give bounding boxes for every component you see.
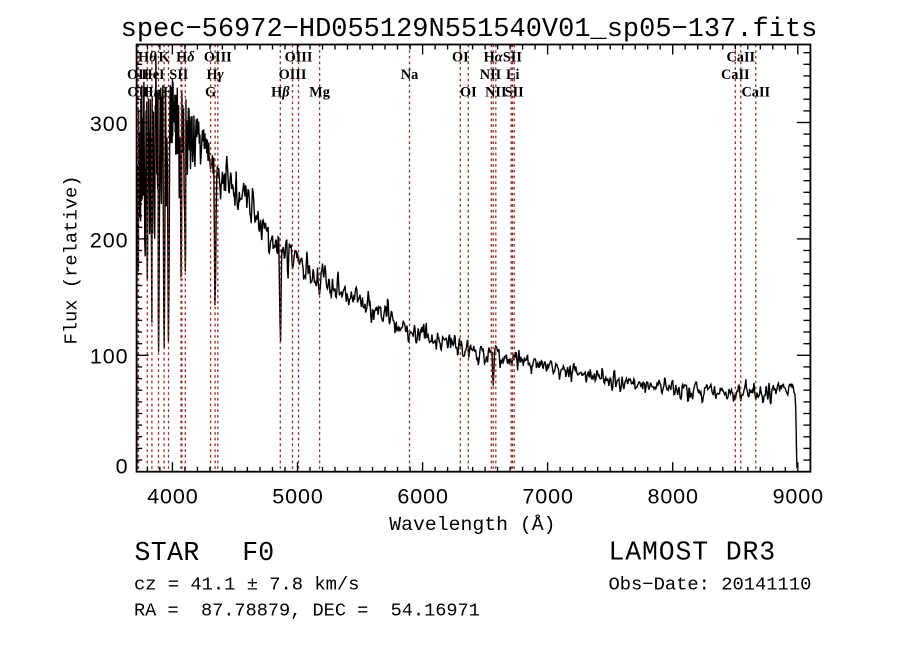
- svg-text:CaII: CaII: [741, 85, 770, 101]
- svg-text:NII: NII: [480, 67, 502, 83]
- svg-text:Hα: Hα: [484, 50, 504, 66]
- svg-text:RA = 87.78879, DEC = 54.1697: RA = 87.78879, DEC = 54.16971: [134, 601, 480, 622]
- svg-text:STAR: STAR: [135, 538, 200, 568]
- svg-text:Hβ: Hβ: [271, 85, 290, 101]
- svg-text:Hη: Hη: [142, 85, 161, 101]
- svg-text:4000: 4000: [147, 485, 198, 509]
- svg-text:Na: Na: [401, 67, 418, 83]
- svg-text:7000: 7000: [522, 485, 573, 509]
- svg-text:CaII: CaII: [721, 67, 750, 83]
- svg-text:K: K: [159, 50, 171, 66]
- svg-text:OI: OI: [460, 85, 477, 101]
- svg-text:OI: OI: [452, 50, 469, 66]
- svg-text:OII: OII: [127, 67, 150, 83]
- svg-text:HeI: HeI: [141, 67, 164, 83]
- svg-text:SII: SII: [169, 67, 189, 83]
- svg-text:300: 300: [90, 112, 129, 136]
- svg-text:5000: 5000: [272, 485, 323, 509]
- svg-text:spec−56972−HD055129N551540V01_: spec−56972−HD055129N551540V01_sp05−137.f…: [121, 15, 818, 45]
- svg-text:H: H: [163, 85, 174, 101]
- svg-text:Wavelength (Å): Wavelength (Å): [389, 514, 555, 536]
- svg-text:Hγ: Hγ: [207, 67, 224, 83]
- svg-text:OII: OII: [127, 85, 150, 101]
- svg-text:NII: NII: [485, 85, 507, 101]
- svg-text:CaII: CaII: [726, 50, 755, 66]
- svg-text:100: 100: [90, 345, 129, 369]
- svg-text:cz = 41.1 ± 7.8 km/s: cz = 41.1 ± 7.8 km/s: [134, 574, 359, 596]
- svg-text:8000: 8000: [647, 485, 698, 509]
- svg-text:SII: SII: [505, 85, 525, 101]
- svg-text:SII: SII: [503, 50, 523, 66]
- svg-text:Mg: Mg: [309, 85, 330, 101]
- svg-text:LAMOST DR3: LAMOST DR3: [609, 538, 777, 568]
- svg-text:9000: 9000: [773, 485, 824, 509]
- svg-text:OIII: OIII: [204, 50, 232, 66]
- svg-text:Flux (relative): Flux (relative): [61, 175, 83, 344]
- svg-text:OIII: OIII: [285, 50, 313, 66]
- svg-text:Obs−Date: 20141110: Obs−Date: 20141110: [609, 574, 812, 596]
- svg-text:Hδ: Hδ: [176, 50, 194, 66]
- svg-text:F0: F0: [242, 538, 274, 568]
- svg-text:6000: 6000: [397, 485, 448, 509]
- svg-text:Li: Li: [506, 67, 520, 83]
- svg-text:200: 200: [90, 228, 129, 252]
- svg-text:G: G: [205, 85, 216, 101]
- svg-text:OIII: OIII: [279, 67, 307, 83]
- svg-text:Hθ: Hθ: [138, 50, 157, 66]
- svg-text:0: 0: [116, 455, 129, 479]
